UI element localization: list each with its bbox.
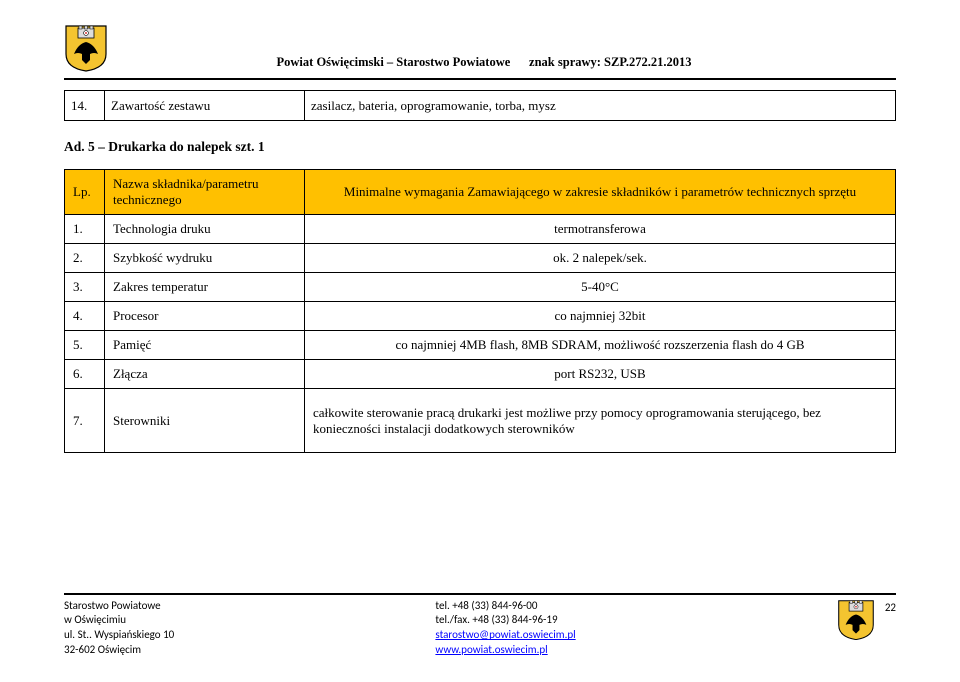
footer-email-link[interactable]: starostwo@powiat.oswiecim.pl xyxy=(435,628,575,641)
col-header-num: Lp. xyxy=(65,170,105,215)
cell-num: 7. xyxy=(65,389,105,453)
cell-name: Pamięć xyxy=(105,331,305,360)
table-row: 2.Szybkość wydrukuok. 2 nalepek/sek. xyxy=(65,244,896,273)
table-row: 5.Pamięćco najmniej 4MB flash, 8MB SDRAM… xyxy=(65,331,896,360)
cell-name: Procesor xyxy=(105,302,305,331)
table-row: 4.Procesorco najmniej 32bit xyxy=(65,302,896,331)
header-case: znak sprawy: SZP.272.21.2013 xyxy=(529,55,691,69)
cell-value: 5-40°C xyxy=(305,273,896,302)
header-rule xyxy=(64,78,896,80)
col-header-name: Nazwa składnika/parametru technicznego xyxy=(105,170,305,215)
footer-contact: tel. +48 (33) 844-96-00 tel./fax. +48 (3… xyxy=(435,599,575,658)
table-header-row: Lp. Nazwa składnika/parametru techniczne… xyxy=(65,170,896,215)
footer-line: ul. St.. Wyspiańskiego 10 xyxy=(64,628,174,643)
cell-value: całkowite sterowanie pracą drukarki jest… xyxy=(305,389,896,453)
footer-line: w Oświęcimiu xyxy=(64,613,174,628)
cell-name: Złącza xyxy=(105,360,305,389)
page-number: 22 xyxy=(885,599,896,614)
cell-num: 3. xyxy=(65,273,105,302)
footer-line: tel. +48 (33) 844-96-00 xyxy=(435,599,575,614)
cell-name: Sterowniki xyxy=(105,389,305,453)
col-header-val: Minimalne wymagania Zamawiającego w zakr… xyxy=(305,170,896,215)
cell-num: 5. xyxy=(65,331,105,360)
table-row: 14. Zawartość zestawu zasilacz, bateria,… xyxy=(65,91,896,121)
cell-value: ok. 2 nalepek/sek. xyxy=(305,244,896,273)
section-title: Ad. 5 – Drukarka do nalepek szt. 1 xyxy=(64,139,896,155)
cell-name: Zakres temperatur xyxy=(105,273,305,302)
table-row: 6.Złączaport RS232, USB xyxy=(65,360,896,389)
cell-num: 2. xyxy=(65,244,105,273)
cell-value: co najmniej 4MB flash, 8MB SDRAM, możliw… xyxy=(305,331,896,360)
footer-rule xyxy=(64,593,896,595)
cell-value: co najmniej 32bit xyxy=(305,302,896,331)
table-row: 1.Technologia drukutermotransferowa xyxy=(65,215,896,244)
cell-num: 6. xyxy=(65,360,105,389)
top-row-table: 14. Zawartość zestawu zasilacz, bateria,… xyxy=(64,90,896,121)
cell-desc: zasilacz, bateria, oprogramowanie, torba… xyxy=(305,91,896,121)
footer-line: 32-602 Oświęcim xyxy=(64,643,174,658)
cell-name: Szybkość wydruku xyxy=(105,244,305,273)
footer-address: Starostwo Powiatowe w Oświęcimiu ul. St.… xyxy=(64,599,174,658)
page-header: Powiat Oświęcimski – Starostwo Powiatowe… xyxy=(64,24,896,76)
page-footer: Starostwo Powiatowe w Oświęcimiu ul. St.… xyxy=(64,593,896,658)
table-row: 3.Zakres temperatur5-40°C xyxy=(65,273,896,302)
table-row: 7.Sterownikicałkowite sterowanie pracą d… xyxy=(65,389,896,453)
footer-web-link[interactable]: www.powiat.oswiecim.pl xyxy=(435,643,547,656)
footer-line: Starostwo Powiatowe xyxy=(64,599,174,614)
footer-line: tel./fax. +48 (33) 844-96-19 xyxy=(435,613,575,628)
cell-num: 1. xyxy=(65,215,105,244)
cell-name: Zawartość zestawu xyxy=(105,91,305,121)
header-org: Powiat Oświęcimski – Starostwo Powiatowe xyxy=(277,55,511,69)
cell-value: termotransferowa xyxy=(305,215,896,244)
cell-value: port RS232, USB xyxy=(305,360,896,389)
footer-right: 22 xyxy=(837,599,896,641)
cell-num: 14. xyxy=(65,91,105,121)
cell-name: Technologia druku xyxy=(105,215,305,244)
cell-num: 4. xyxy=(65,302,105,331)
spec-table: Lp. Nazwa składnika/parametru techniczne… xyxy=(64,169,896,453)
crest-icon xyxy=(837,599,875,641)
header-title: Powiat Oświęcimski – Starostwo Powiatowe… xyxy=(96,55,872,72)
